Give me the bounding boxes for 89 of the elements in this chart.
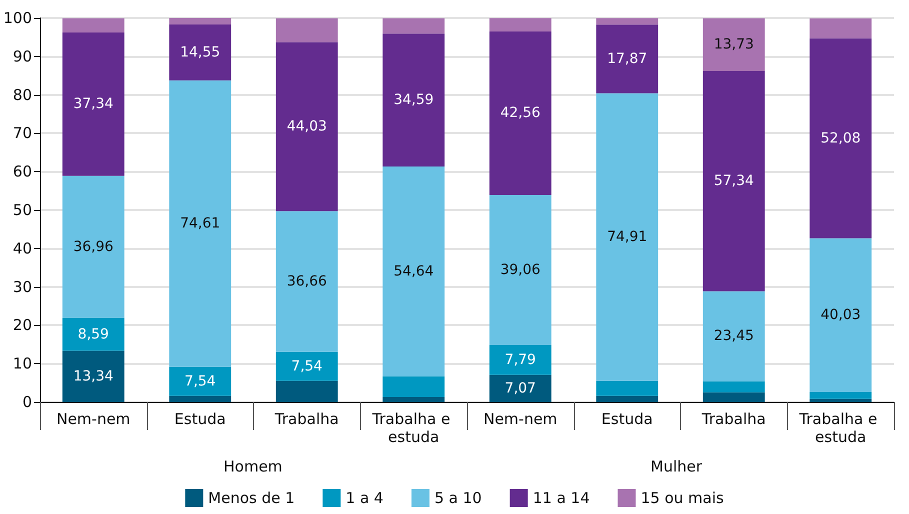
x-tick-label: Trabalha e estuda bbox=[371, 410, 455, 446]
bar bbox=[276, 380, 338, 402]
x-tick-label: Nem-nem bbox=[483, 410, 558, 428]
bar bbox=[810, 398, 872, 402]
data-label: 42,56 bbox=[500, 105, 540, 122]
data-label: 39,06 bbox=[500, 262, 540, 278]
bar bbox=[382, 34, 445, 166]
y-tick-label: 20 bbox=[12, 316, 32, 334]
data-label: 17,87 bbox=[607, 50, 648, 67]
y-tick-label: 30 bbox=[12, 278, 32, 296]
y-tick-label: 80 bbox=[12, 86, 32, 104]
x-tick-label: Trabalha bbox=[700, 410, 766, 428]
data-label: 7,79 bbox=[504, 352, 536, 368]
bar bbox=[276, 42, 338, 212]
bar bbox=[596, 93, 658, 381]
x-tick-label: Trabalha e estuda bbox=[798, 410, 882, 446]
data-label: 14,55 bbox=[180, 44, 220, 60]
data-label: 74,91 bbox=[607, 229, 648, 246]
bar bbox=[382, 18, 445, 34]
bar bbox=[702, 71, 765, 292]
data-label: 8,59 bbox=[78, 326, 109, 342]
data-label: 13,73 bbox=[714, 36, 754, 53]
y-tick-label: 50 bbox=[12, 201, 32, 219]
y-tick-label: 10 bbox=[12, 354, 32, 373]
bar bbox=[489, 18, 552, 32]
bar bbox=[382, 397, 445, 402]
data-label: 13,34 bbox=[73, 368, 114, 384]
text: Mulher bbox=[650, 458, 703, 476]
bar bbox=[810, 238, 872, 392]
y-tick-label: 70 bbox=[12, 124, 32, 142]
x-tick-label: Estuda bbox=[174, 410, 226, 428]
legend-label: 11 a 14 bbox=[532, 489, 590, 507]
y-tick-label: 100 bbox=[3, 9, 32, 27]
y-tick-label: 60 bbox=[12, 162, 32, 181]
bar bbox=[810, 18, 872, 38]
data-label: 36,96 bbox=[73, 238, 114, 255]
data-label: 23,45 bbox=[714, 328, 754, 344]
bar bbox=[810, 38, 872, 238]
bar bbox=[62, 32, 124, 176]
bar bbox=[702, 392, 765, 402]
bar bbox=[596, 24, 658, 94]
data-label: 44,03 bbox=[286, 118, 327, 135]
bar bbox=[596, 396, 658, 402]
bar bbox=[382, 376, 445, 398]
bar bbox=[276, 352, 338, 381]
bar bbox=[169, 396, 232, 402]
y-tick-label: 90 bbox=[12, 47, 32, 66]
bar bbox=[169, 18, 232, 25]
bar bbox=[62, 176, 124, 318]
bar bbox=[702, 18, 765, 72]
x-tick-label: Trabalha bbox=[274, 410, 339, 428]
bar bbox=[62, 18, 124, 32]
bar bbox=[276, 211, 338, 352]
bar bbox=[489, 344, 552, 375]
data-label: 34,59 bbox=[394, 92, 434, 108]
data-label: 52,08 bbox=[820, 130, 861, 146]
bar bbox=[62, 318, 124, 351]
data-label: 7,54 bbox=[184, 373, 216, 390]
bar bbox=[596, 380, 658, 396]
bar bbox=[62, 350, 124, 402]
bar bbox=[489, 194, 552, 345]
data-label: 54,64 bbox=[394, 263, 434, 280]
legend-label: 5 a 10 bbox=[434, 489, 482, 507]
bar bbox=[810, 392, 872, 399]
y-tick-label: 0 bbox=[22, 393, 32, 411]
y-tick-label: 40 bbox=[12, 239, 32, 258]
bar bbox=[489, 32, 552, 195]
data-label: 57,34 bbox=[714, 173, 754, 190]
bar bbox=[169, 80, 232, 367]
data-label: 36,66 bbox=[286, 274, 327, 290]
bar bbox=[702, 381, 765, 392]
bar bbox=[276, 18, 338, 42]
legend-label: 1 a 4 bbox=[346, 489, 384, 507]
data-label: 7,07 bbox=[504, 380, 536, 396]
text: Homem bbox=[224, 458, 282, 476]
data-label: 7,54 bbox=[291, 358, 323, 374]
bar bbox=[169, 24, 232, 80]
data-label: 37,34 bbox=[73, 96, 114, 112]
data-label: 40,03 bbox=[820, 307, 861, 324]
bar bbox=[596, 18, 658, 25]
bar bbox=[489, 374, 552, 402]
legend-label: 15 ou mais bbox=[640, 489, 724, 507]
bar bbox=[169, 366, 232, 396]
x-tick-label: Nem-nem bbox=[56, 410, 130, 428]
bar bbox=[382, 166, 445, 376]
legend-label: Menos de 1 bbox=[208, 489, 295, 507]
data-label: 74,61 bbox=[180, 216, 220, 232]
bar bbox=[702, 291, 765, 382]
x-tick-label: Estuda bbox=[601, 410, 653, 428]
